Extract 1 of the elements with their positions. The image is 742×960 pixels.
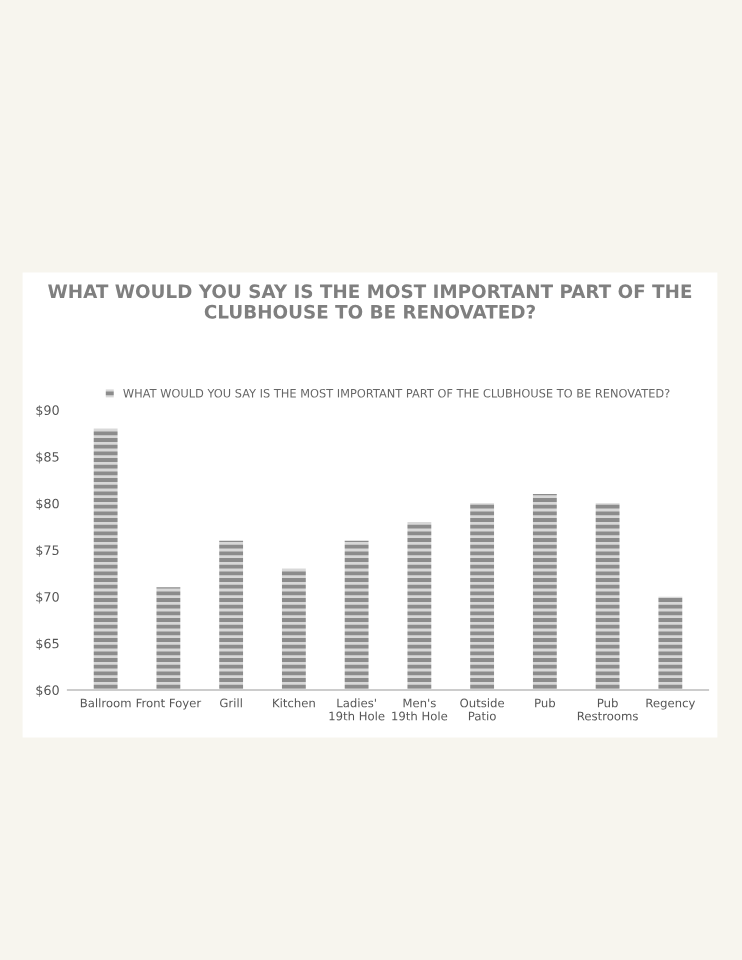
chart-title: WHAT WOULD YOU SAY IS THE MOST IMPORTANT PART OF THE CLUBHOUSE TO BE RENOVATED? bbox=[48, 284, 692, 319]
